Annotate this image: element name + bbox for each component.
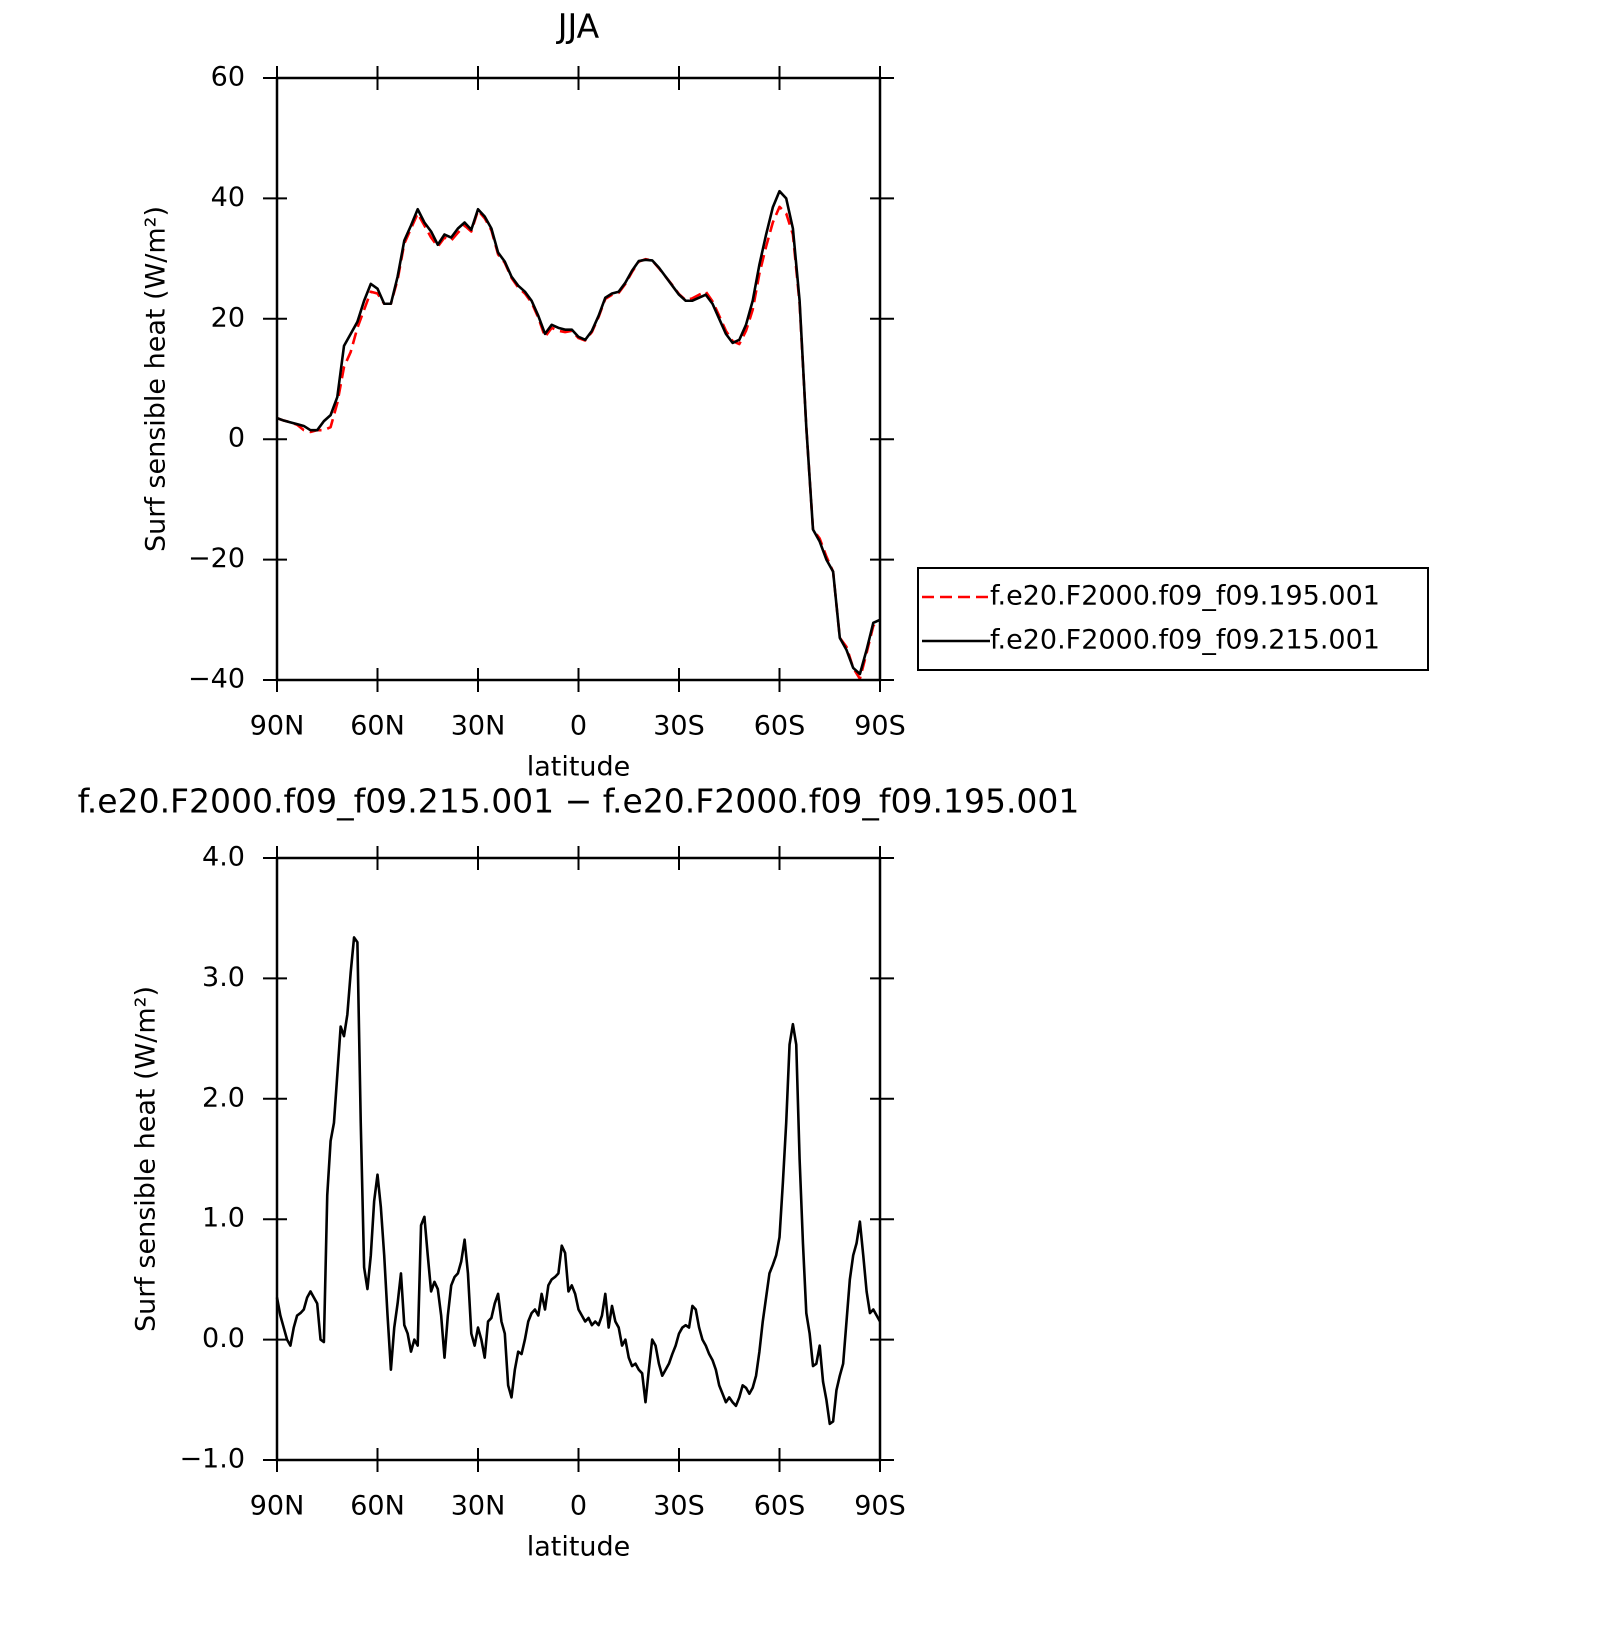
plot-frame bbox=[275, 76, 882, 682]
y-tick-label: 0.0 bbox=[202, 1323, 245, 1354]
x-tick-label: 90S bbox=[854, 1491, 906, 1522]
legend-label: f.e20.F2000.f09_f09.195.001 bbox=[990, 581, 1380, 612]
legend-label: f.e20.F2000.f09_f09.215.001 bbox=[990, 625, 1380, 656]
x-tick-label: 30N bbox=[451, 1491, 506, 1522]
x-tick-label: 90S bbox=[854, 711, 906, 742]
x-tick-label: 0 bbox=[570, 711, 587, 742]
series-line bbox=[276, 189, 881, 676]
x-tick-label: 90N bbox=[250, 1491, 305, 1522]
x-tick-label: 30S bbox=[653, 711, 705, 742]
legend-box bbox=[917, 567, 1429, 671]
y-tick-label: 40 bbox=[211, 182, 245, 213]
y-tick-label: 20 bbox=[211, 302, 245, 333]
y-tick-label: −40 bbox=[188, 664, 245, 695]
y-tick-label: 4.0 bbox=[202, 842, 245, 873]
x-tick-label: 60S bbox=[754, 1491, 806, 1522]
x-tick-label: 30N bbox=[451, 711, 506, 742]
y-tick-label: −20 bbox=[188, 543, 245, 574]
y-tick-label: 60 bbox=[211, 62, 245, 93]
x-axis-label: latitude bbox=[527, 1532, 631, 1563]
chart-title: f.e20.F2000.f09_f09.215.001 − f.e20.F200… bbox=[78, 782, 1080, 821]
chart-title: JJA bbox=[556, 7, 600, 46]
y-tick-label: −1.0 bbox=[179, 1444, 245, 1475]
series-line bbox=[275, 936, 882, 1426]
y-tick-label: 1.0 bbox=[202, 1203, 245, 1234]
y-axis-label: Surf sensible heat (W/m²) bbox=[131, 986, 162, 1332]
y-tick-label: 0 bbox=[228, 423, 245, 454]
x-tick-label: 60N bbox=[350, 1491, 405, 1522]
plot-frame bbox=[275, 856, 882, 1462]
y-axis-label: Surf sensible heat (W/m²) bbox=[141, 206, 172, 552]
x-tick-label: 30S bbox=[653, 1491, 705, 1522]
x-tick-label: 0 bbox=[570, 1491, 587, 1522]
x-tick-label: 60N bbox=[350, 711, 405, 742]
x-axis-label: latitude bbox=[527, 752, 631, 783]
x-tick-label: 90N bbox=[250, 711, 305, 742]
y-tick-label: 2.0 bbox=[202, 1082, 245, 1113]
y-tick-label: 3.0 bbox=[202, 962, 245, 993]
x-tick-label: 60S bbox=[754, 711, 806, 742]
series-line bbox=[276, 205, 881, 681]
